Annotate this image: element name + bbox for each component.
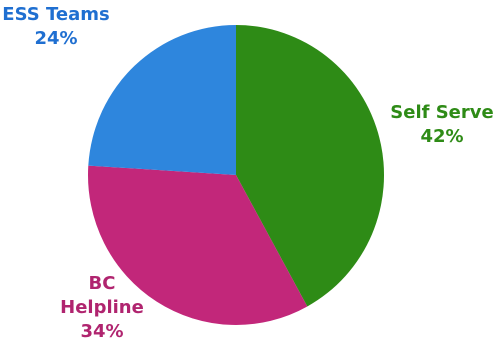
slice-category-label: Self Serve	[390, 102, 493, 123]
slice-category-label: Helpline	[60, 297, 144, 318]
slice-value-label: 42%	[420, 126, 463, 147]
pie-slice-self-serve	[236, 25, 385, 307]
slice-value-label: 24%	[34, 28, 77, 49]
slice-category-label: ESS Teams	[2, 4, 109, 25]
slice-value-label: 34%	[80, 321, 123, 342]
pie-slice-bc-helpline	[87, 165, 308, 326]
slice-category-label: BC	[89, 273, 116, 294]
pie-slices	[87, 25, 385, 326]
pie-labels: Self Serve 42% BC Helpline 34% ESS Teams 24%	[2, 4, 493, 342]
pie-slice-ess-teams	[88, 25, 236, 175]
